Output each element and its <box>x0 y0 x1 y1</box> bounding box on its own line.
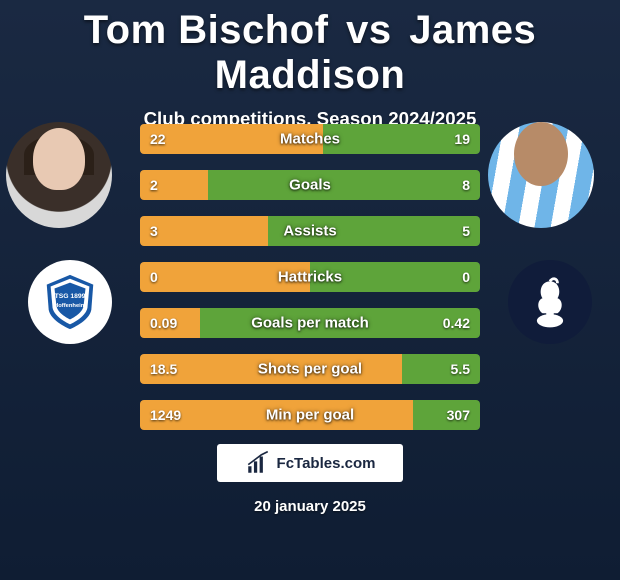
stat-value-right: 19 <box>454 131 470 147</box>
stat-bar-right <box>208 170 480 200</box>
stat-value-right: 8 <box>462 177 470 193</box>
stat-value-left: 3 <box>150 223 158 239</box>
stat-value-right: 0.42 <box>443 315 470 331</box>
svg-text:TSG 1899: TSG 1899 <box>55 293 86 300</box>
stat-row: Goals per match 0.09 0.42 <box>140 308 480 338</box>
stat-value-left: 18.5 <box>150 361 177 377</box>
vs-label: vs <box>346 8 392 52</box>
stat-row: Min per goal 1249 307 <box>140 400 480 430</box>
stat-value-left: 22 <box>150 131 166 147</box>
stat-row: Goals 2 8 <box>140 170 480 200</box>
stat-value-right: 307 <box>447 407 470 423</box>
stat-label: Goals <box>289 177 331 194</box>
brand-badge: FcTables.com <box>217 444 403 482</box>
stat-label: Matches <box>280 131 340 148</box>
stat-label: Assists <box>283 223 336 240</box>
stat-row: Hattricks 0 0 <box>140 262 480 292</box>
stat-label: Goals per match <box>251 315 369 332</box>
stat-bars: Matches 22 19 Goals 2 8 Assists 3 5 Hattricks 0 0 Go… <box>140 124 480 446</box>
stat-label: Shots per goal <box>258 361 362 378</box>
player1-club-crest: TSG 1899 Hoffenheim <box>28 260 112 344</box>
fctables-logo-icon <box>245 450 271 476</box>
stat-value-left: 0.09 <box>150 315 177 331</box>
stat-value-left: 2 <box>150 177 158 193</box>
stat-value-right: 5.5 <box>451 361 470 377</box>
stat-label: Hattricks <box>278 269 342 286</box>
footer-date: 20 january 2025 <box>254 498 366 515</box>
player2-club-crest <box>508 260 592 344</box>
stat-value-left: 1249 <box>150 407 181 423</box>
stat-row: Matches 22 19 <box>140 124 480 154</box>
player1-name: Tom Bischof <box>84 8 329 52</box>
stat-row: Shots per goal 18.5 5.5 <box>140 354 480 384</box>
svg-text:Hoffenheim: Hoffenheim <box>54 303 86 309</box>
stat-value-right: 0 <box>462 269 470 285</box>
stat-value-right: 5 <box>462 223 470 239</box>
player2-photo <box>488 122 594 228</box>
tottenham-crest-icon <box>520 272 580 332</box>
stat-row: Assists 3 5 <box>140 216 480 246</box>
stat-label: Min per goal <box>266 407 354 424</box>
stat-value-left: 0 <box>150 269 158 285</box>
stat-bar-left <box>140 216 268 246</box>
player1-photo <box>6 122 112 228</box>
comparison-title: Tom Bischof vs James Maddison <box>0 0 620 98</box>
brand-text: FcTables.com <box>277 455 376 472</box>
hoffenheim-crest-icon: TSG 1899 Hoffenheim <box>39 271 101 333</box>
